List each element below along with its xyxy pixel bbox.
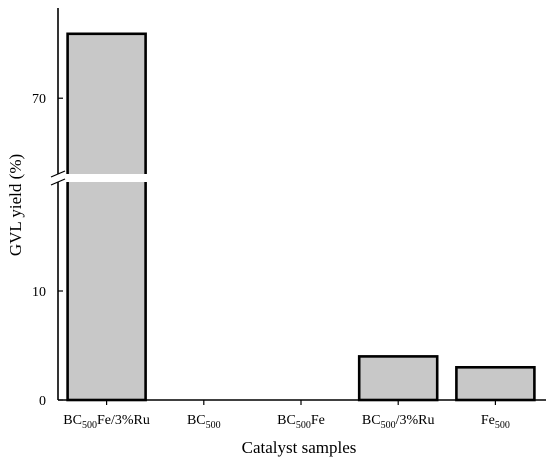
x-tick-label-4: BC500/3%Ru [362, 413, 435, 431]
bar-5 [455, 365, 536, 402]
bar-4 [357, 355, 439, 402]
y-tick-label-0: 0 [39, 394, 46, 409]
y-axis-title: GVL yield (%) [6, 154, 25, 256]
bar-1 [66, 32, 147, 402]
axis-break-marker [50, 170, 150, 186]
y-tick-label-10: 10 [32, 285, 46, 300]
bars-group [66, 32, 536, 402]
x-tick-label-3: BC500Fe [277, 413, 325, 431]
y-tick-label-70: 70 [32, 92, 46, 107]
x-tick-label-5: Fe500 [481, 413, 510, 431]
x-ticks-group: BC500Fe/3%Ru BC500 BC500Fe BC500/3%Ru Fe500 [63, 400, 510, 431]
x-tick-label-2: BC500 [187, 413, 221, 431]
x-axis-title: Catalyst samples [242, 438, 357, 457]
y-ticks-group: 0 10 70 [32, 92, 63, 409]
x-tick-label-1: BC500Fe/3%Ru [63, 413, 150, 431]
